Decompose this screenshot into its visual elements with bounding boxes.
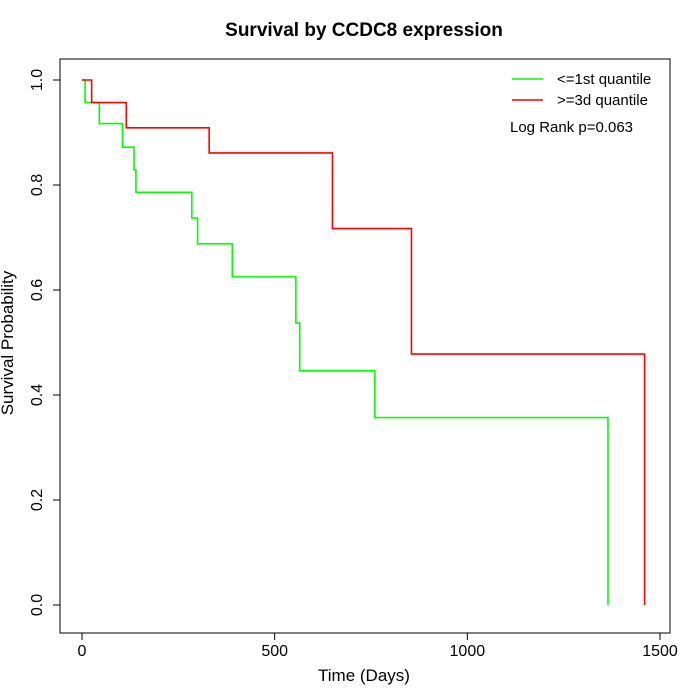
y-tick-label: 0.2 [29, 489, 46, 511]
y-tick-label: 0.0 [29, 594, 46, 616]
x-tick-label: 1000 [450, 643, 486, 660]
plot-frame [59, 58, 671, 634]
y-axis: 0.0 0.2 0.4 0.6 0.8 1.0 [29, 69, 61, 616]
y-axis-label: Survival Probability [0, 270, 17, 415]
x-axis-label: Time (Days) [318, 666, 410, 685]
x-tick-label: 1500 [642, 643, 678, 660]
y-tick-label: 1.0 [29, 69, 46, 91]
y-tick-label: 0.4 [29, 384, 46, 406]
y-tick-label: 0.6 [29, 279, 46, 301]
series-line-2 [82, 79, 646, 605]
log-rank-annotation: Log Rank p=0.063 [510, 119, 633, 136]
series-line-1 [82, 79, 609, 605]
series-group [82, 79, 646, 605]
legend-label-2: >=3d quantile [557, 92, 648, 109]
chart-title: Survival by CCDC8 expression [225, 20, 503, 41]
y-tick-label: 0.8 [29, 174, 46, 196]
x-tick-label: 500 [261, 643, 288, 660]
legend: <=1st quantile >=3d quantile [512, 71, 651, 109]
x-axis: 0 500 1000 1500 [78, 632, 678, 660]
legend-label-1: <=1st quantile [557, 71, 651, 88]
x-tick-label: 0 [78, 643, 87, 660]
